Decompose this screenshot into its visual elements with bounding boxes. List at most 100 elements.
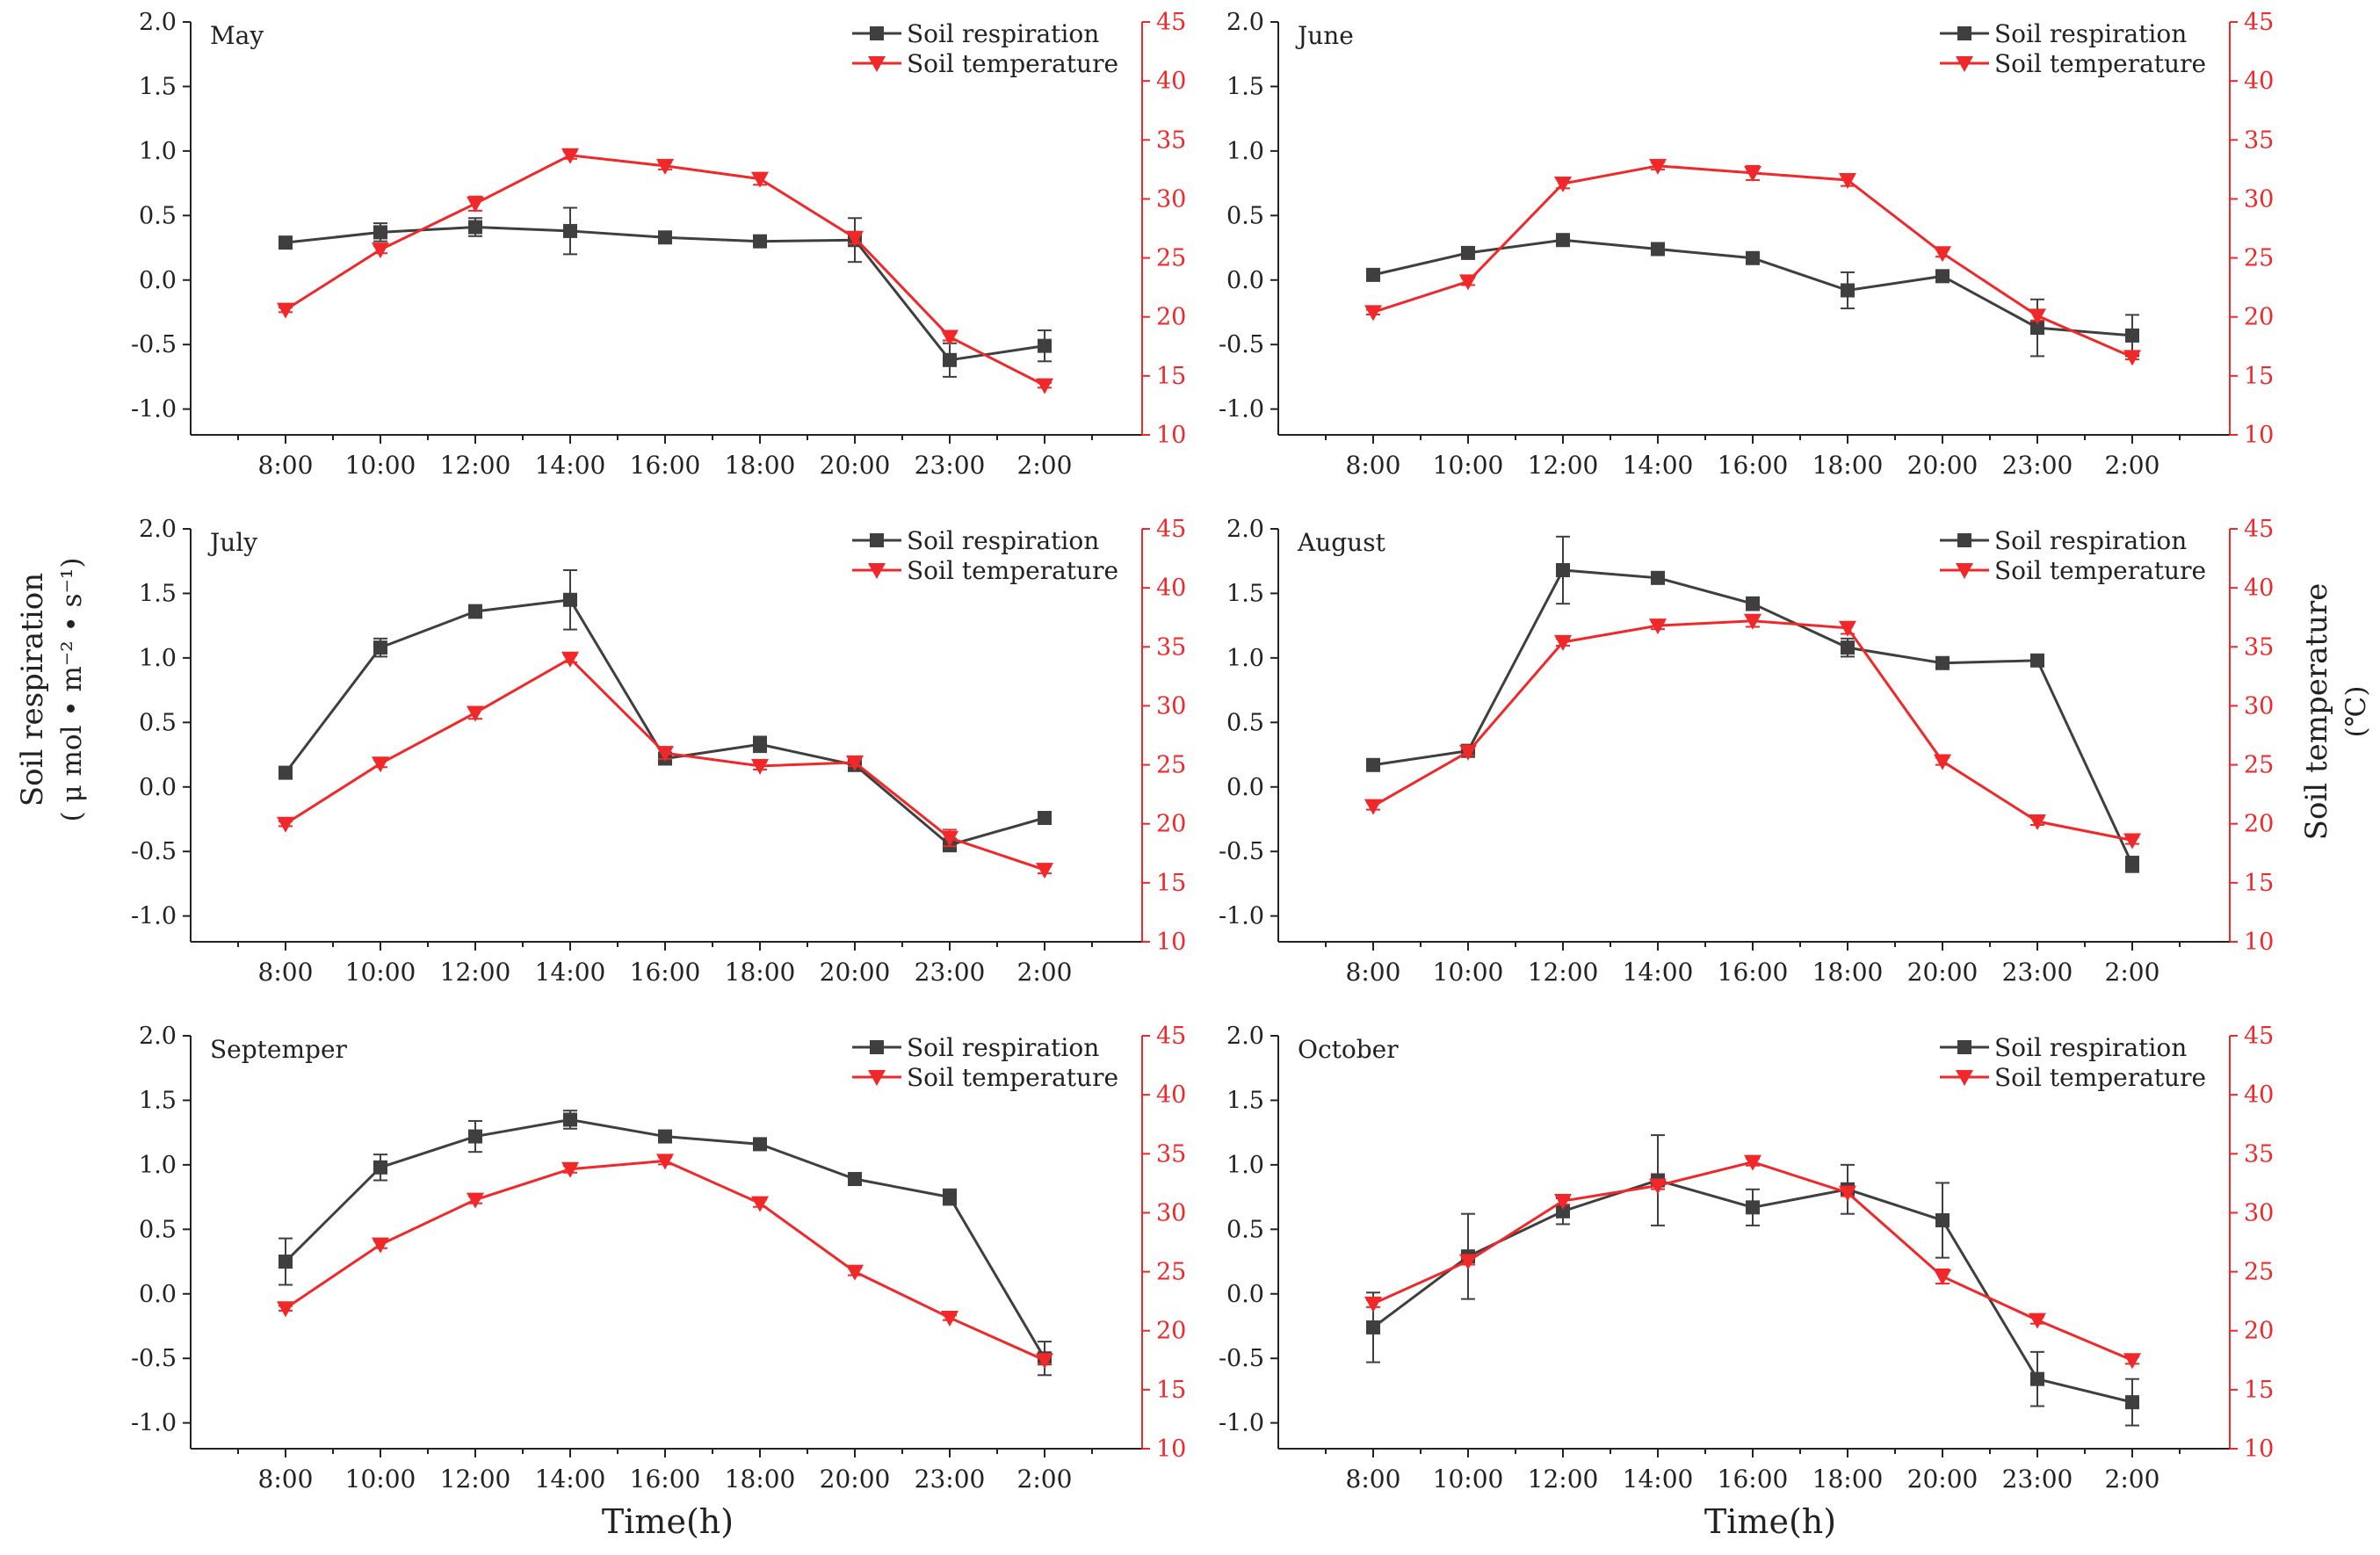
left-y-tick-label: 2.0 [1226,1023,1264,1050]
left-y-tick-label: 1.5 [1226,580,1264,607]
data-point-triangle [372,242,389,259]
respiration-series [279,569,1052,853]
x-tick-label: 20:00 [820,958,891,987]
x-tick-label: 2:00 [2105,958,2160,987]
right-y-tick-label: 25 [1156,245,1186,272]
right-y-tick-label: 30 [2244,185,2274,213]
left-y-tick-label: 0.5 [1226,202,1264,229]
legend-label-respiration: Soil respiration [1994,1033,2187,1062]
panel-title: October [1298,1035,1399,1064]
x-axis-label-left-column: Time(h) [602,1502,734,1541]
data-point-triangle [846,230,864,247]
series-line [285,154,1045,387]
right-y-tick-label: 40 [1156,68,1186,95]
left-y-tick-label: 1.0 [139,1152,177,1179]
data-point-triangle [467,196,484,213]
data-point-triangle [1364,1296,1382,1313]
data-point-square [943,352,957,367]
left-y-tick-label: -1.0 [131,396,177,423]
x-tick-label: 16:00 [630,958,701,987]
data-point-square [468,604,482,618]
x-tick-label: 14:00 [535,1465,606,1494]
left-y-tick-label: -0.5 [1219,838,1264,865]
x-tick-label: 10:00 [345,1465,416,1494]
right-y-tick-label: 35 [2244,633,2274,661]
x-tick-label: 2:00 [1017,1465,1073,1494]
left-y-tick-label: 0.5 [139,1216,177,1243]
x-tick-label: 12:00 [1528,451,1599,480]
data-point-triangle [1839,172,1856,189]
temperature-series [1364,613,2141,850]
x-tick-label: 10:00 [1433,1465,1504,1494]
left-y-tick-label: -0.5 [131,331,177,358]
series-line [1372,619,2133,842]
legend-marker-temperature [1956,1070,1973,1086]
data-point-square [468,1129,482,1144]
data-point-square [1038,338,1052,353]
legend-marker-respiration [870,26,884,40]
data-point-square [1366,1320,1380,1334]
left-y-tick-label: -0.5 [1219,331,1264,358]
x-tick-label: 8:00 [1346,958,1401,987]
x-tick-label: 8:00 [1346,451,1401,480]
data-point-square [563,592,577,607]
right-y-tick-label: 30 [1156,185,1186,213]
data-point-triangle [1649,618,1667,635]
data-point-triangle [372,756,389,773]
right-y-tick-label: 15 [2244,1377,2274,1404]
left-y-tick-label: 0.0 [1226,267,1264,294]
data-point-square [2125,1395,2139,1410]
x-axis-label-right-column: Time(h) [1704,1502,1836,1541]
right-y-tick-label: 25 [2244,1259,2274,1286]
right-y-tick-label: 20 [1156,811,1186,838]
data-point-square [1366,757,1380,772]
left-y-tick-label: 1.0 [1226,645,1264,672]
temperature-series [1364,158,2141,366]
data-point-triangle [1839,1185,1856,1202]
right-y-tick-label: 10 [1156,1436,1186,1463]
data-point-square [373,1160,387,1175]
data-point-square [1841,640,1855,655]
series-line [284,598,1045,847]
data-point-triangle [561,1161,579,1178]
right-y-tick-label: 20 [1156,1318,1186,1345]
data-point-square [2030,653,2044,668]
panel-title: July [207,528,257,557]
right-y-tick-label: 40 [2244,575,2274,602]
data-point-triangle [1744,613,1761,630]
left-y-axis-label-line1: Soil respiration [15,573,50,806]
legend-marker-temperature [1956,56,1973,72]
chart-panel-june: 2.0 1.5 1.0 0.5 0.0 -0.5 -1.0 45 40 35 30 25 20 15 10 8… [1219,9,2274,480]
data-point-square [2125,857,2139,872]
x-tick-label: 16:00 [630,1465,701,1494]
data-point-triangle [561,651,579,668]
right-y-tick-label: 45 [1156,516,1186,543]
data-point-triangle [1934,246,1951,263]
data-point-triangle [467,1192,484,1209]
right-y-tick-label: 25 [2244,752,2274,779]
x-tick-label: 12:00 [440,958,511,987]
data-point-square [1746,250,1760,265]
right-y-tick-label: 10 [2244,929,2274,956]
x-tick-label: 16:00 [630,451,701,480]
legend-label-temperature: Soil temperature [1994,556,2206,585]
chart-panel-july: 2.0 1.5 1.0 0.5 0.0 -0.5 -1.0 45 40 35 30 25 20 15 10 8… [131,516,1186,987]
legend-marker-temperature [868,56,886,72]
right-y-tick-label: 35 [2244,1140,2274,1168]
data-point-square [1038,811,1052,825]
right-y-tick-label: 25 [1156,752,1186,779]
x-tick-label: 20:00 [820,451,891,480]
data-point-triangle [1744,1154,1761,1171]
data-point-triangle [846,1264,864,1281]
respiration-series [1366,233,2139,358]
x-tick-label: 23:00 [2002,958,2073,987]
data-point-triangle [1459,744,1477,761]
data-point-square [279,1255,293,1269]
x-tick-label: 20:00 [1907,958,1979,987]
right-y-tick-label: 45 [2244,9,2274,36]
data-point-square [1461,245,1475,260]
data-point-square [943,1190,957,1204]
data-point-triangle [1744,165,1761,182]
left-y-tick-label: 1.0 [1226,138,1264,165]
